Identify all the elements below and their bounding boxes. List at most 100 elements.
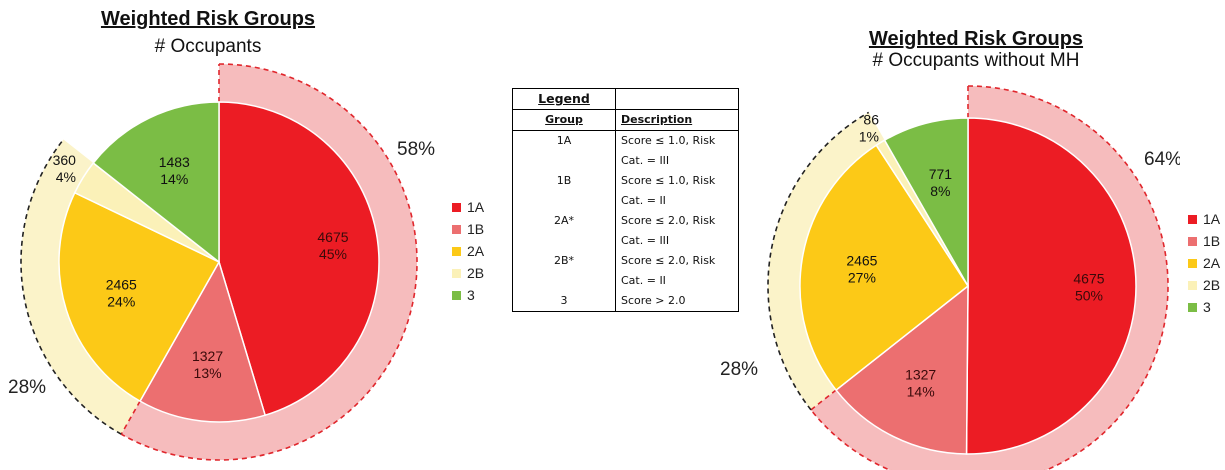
legend-item-2a: 2A [1188,252,1220,274]
legend-swatch [452,246,461,256]
legend-swatch [452,268,461,278]
legend-row-description: Score > 2.0 [615,291,739,312]
legend-row-group: 2B* [512,251,616,271]
group1-outer-ring [121,64,417,461]
slice-value-label: 4675 [1073,271,1104,287]
legend-row-description: Score ≤ 1.0, Risk [615,130,739,151]
legend-label: 1B [1203,233,1221,249]
legend-table-empty [615,88,739,110]
legend-table-title: Legend [512,88,616,110]
legend-swatch [1188,258,1197,268]
legend-item-1b: 1B [452,218,484,240]
group2-outer-ring [20,139,141,435]
group2-total-label: 28% [8,377,46,398]
legend-swatch [1188,280,1197,290]
slice-value-label: 1327 [905,367,936,383]
legend-row-group-cont [512,151,616,171]
legend-row-description-cont: Cat. = II [615,191,739,211]
legend-row-group: 3 [512,291,616,312]
legend-swatch [1188,236,1197,246]
legend-label: 3 [1203,299,1211,315]
legend-label: 2A [467,243,485,259]
legend-swatch [452,202,461,212]
legend-item-2b: 2B [452,262,484,284]
pie-slice-3 [883,117,969,289]
legend-row-description-cont: Cat. = III [615,231,739,251]
slice-percent-label: 13% [194,365,222,381]
pie-slice-1a [965,117,1137,455]
slice-percent-label: 24% [107,294,135,310]
legend-label: 1A [1203,211,1221,227]
legend-row-group: 2A* [512,211,616,231]
legend-row-group: 1A [512,130,616,151]
legend-item-1a: 1A [452,196,484,218]
legend-row-group-cont [512,231,616,251]
legend-swatch [1188,214,1197,224]
slice-value-label: 86 [863,111,879,127]
legend-col-description: Description [615,109,739,131]
group2-dashed-arc [767,111,870,411]
legend-label: 3 [467,287,475,303]
group1-total-label: 58% [397,139,435,160]
legend-swatch [1188,302,1197,312]
legend-label: 2B [467,265,485,281]
legend-row-description: Score ≤ 1.0, Risk [615,171,739,191]
legend-item-2b: 2B [1188,274,1220,296]
slice-percent-label: 14% [160,171,188,187]
legend-label: 1B [467,221,485,237]
group1-dashed-edge [120,400,141,435]
pie-slice-1b [139,260,267,423]
legend-item-3: 3 [452,284,484,306]
slice-value-label: 360 [53,152,77,168]
legend-row-description: Score ≤ 2.0, Risk [615,251,739,271]
legend-col-group: Group [512,109,616,131]
group1-dashed-arc [810,85,1169,470]
legend-item-1b: 1B [1188,230,1220,252]
legend-row-description: Score ≤ 2.0, Risk [615,211,739,231]
slice-value-label: 1327 [192,348,223,364]
pie-slice-1b [835,284,969,455]
legend-label: 2B [1203,277,1221,293]
group1-dashed-arc [120,63,418,461]
legend-item-2a: 2A [452,240,484,262]
pie-slice-2a [58,191,221,403]
group2-dashed-arc [20,139,122,435]
chart1-subtitle: # Occupants [154,36,262,57]
slice-value-label: 2465 [106,277,137,293]
legend-label: 2A [1203,255,1221,271]
group2-total-label: 28% [720,359,758,380]
legend-table: Legend Group Description 1A Score ≤ 1.0, … [512,88,739,312]
slice-value-label: 1483 [159,154,190,170]
pie-slice-1a [218,101,380,417]
chart2-title: Weighted Risk Groups [868,28,1084,50]
chart1-title: Weighted Risk Groups [100,8,316,30]
legend-row-group-cont [512,271,616,291]
chart2-legend: 1A 1B 2A 2B 3 [1188,208,1220,318]
slice-percent-label: 14% [907,384,935,400]
chart1-legend: 1A 1B 2A 2B 3 [452,196,484,306]
legend-row-group: 1B [512,171,616,191]
legend-row-description-cont: Cat. = II [615,271,739,291]
group2-outer-ring [767,112,885,410]
group1-total-label: 64% [1144,149,1180,170]
legend-swatch [452,290,461,300]
slice-value-label: 4675 [317,229,348,245]
legend-label: 1A [467,199,485,215]
slice-percent-label: 27% [848,270,876,286]
slice-percent-label: 45% [319,246,347,262]
legend-row-group-cont [512,191,616,211]
slice-percent-label: 4% [56,169,76,185]
slice-percent-label: 50% [1075,288,1103,304]
legend-item-3: 3 [1188,296,1220,318]
legend-row-description-cont: Cat. = III [615,151,739,171]
slice-value-label: 2465 [846,253,877,269]
legend-swatch [452,224,461,234]
slice-percent-label: 1% [859,128,879,144]
pie-slice-2a [799,144,970,392]
legend-item-1a: 1A [1188,208,1220,230]
slice-percent-label: 8% [930,183,950,199]
group1-outer-ring [810,86,1168,470]
slice-value-label: 771 [929,166,953,182]
